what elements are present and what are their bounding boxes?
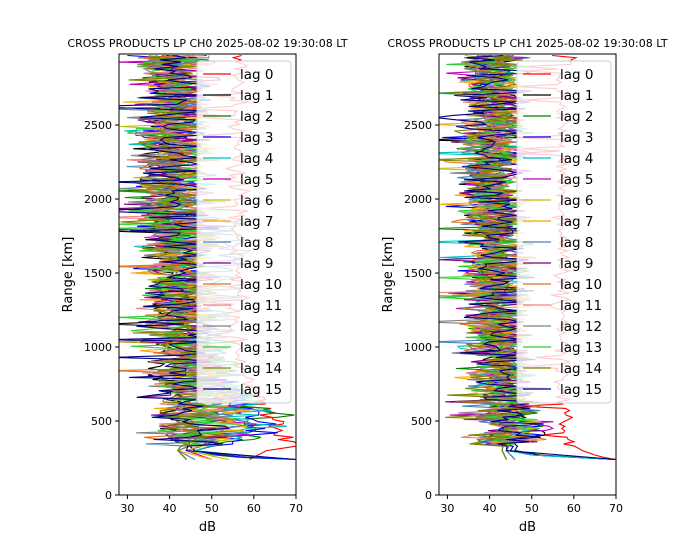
y-tick-label: 2000 [404,193,432,206]
legend-entry: lag 0 [240,67,273,83]
legend-entry: lag 4 [560,151,593,167]
legend-entry: lag 3 [560,130,593,146]
y-tick-label: 1000 [84,341,112,354]
y-tick-label: 2500 [84,119,112,132]
y-tick-label: 1500 [84,267,112,280]
legend-entry: lag 0 [560,67,593,83]
x-tick-label: 60 [567,502,581,515]
legend-entry: lag 14 [240,361,282,377]
plot-frame [438,53,617,496]
series-line-lag-14 [439,54,535,460]
legend: lag 0 lag 1 lag 2 lag 3 lag 4 lag 5 lag 6 lag 7… [196,60,292,404]
x-axis-label: dB [519,520,536,535]
series-line-lag-9 [119,54,228,460]
x-axis-label: dB [199,520,216,535]
x-tick-label: 30 [120,502,134,515]
legend-entry: lag 4 [240,151,273,167]
legend-entry: lag 1 [240,88,273,104]
legend: lag 0 lag 1 lag 2 lag 3 lag 4 lag 5 lag 6 lag 7… [516,60,612,404]
y-tick-label: 2000 [84,193,112,206]
legend-entry: lag 10 [240,277,282,293]
chart-panel-1: CROSS PRODUCTS LP CH1 2025-08-02 19:30:0… [381,37,668,535]
legend-entry: lag 2 [560,109,593,125]
legend-entry: lag 9 [560,256,593,272]
y-tick-label: 500 [411,415,432,428]
chart-panel-0: CROSS PRODUCTS LP CH0 2025-08-02 19:30:0… [61,37,348,535]
legend-entry: lag 6 [240,193,273,209]
chart-title: CROSS PRODUCTS LP CH0 2025-08-02 19:30:0… [67,37,347,50]
x-tick-label: 40 [163,502,177,515]
y-axis-label: Range [km] [381,237,396,313]
y-axis-label: Range [km] [61,237,76,313]
legend-entry: lag 8 [240,235,273,251]
legend-entry: lag 12 [240,319,282,335]
legend-entry: lag 3 [240,130,273,146]
y-tick-label: 0 [105,489,112,502]
x-tick-label: 50 [205,502,219,515]
y-tick-label: 1000 [404,341,432,354]
legend-entry: lag 5 [240,172,273,188]
x-tick-label: 40 [483,502,497,515]
legend-entry: lag 5 [560,172,593,188]
x-tick-label: 50 [525,502,539,515]
legend-entry: lag 6 [560,193,593,209]
plot-frame [118,53,297,496]
legend-entry: lag 9 [240,256,273,272]
legend-entry: lag 7 [240,214,273,230]
series-line-lag-15 [439,54,616,461]
series-line-lag-13 [439,55,538,460]
y-tick-label: 500 [91,415,112,428]
legend-entry: lag 11 [560,298,602,314]
legend-box [196,60,292,404]
y-tick-label: 0 [425,489,432,502]
legend-entry: lag 15 [560,382,602,398]
legend-entry: lag 10 [560,277,602,293]
x-tick-label: 70 [609,502,623,515]
x-tick-label: 30 [440,502,454,515]
legend-entry: lag 12 [560,319,602,335]
legend-entry: lag 1 [560,88,593,104]
legend-entry: lag 8 [560,235,593,251]
legend-entry: lag 14 [560,361,602,377]
legend-entry: lag 7 [560,214,593,230]
legend-box [516,60,612,404]
legend-entry: lag 13 [240,340,282,356]
series-line-lag-15 [119,54,296,461]
x-tick-label: 70 [289,502,303,515]
x-tick-label: 60 [247,502,261,515]
legend-entry: lag 2 [240,109,273,125]
legend-entry: lag 13 [560,340,602,356]
y-tick-label: 1500 [404,267,432,280]
y-tick-label: 2500 [404,119,432,132]
legend-entry: lag 11 [240,298,282,314]
legend-entry: lag 15 [240,382,282,398]
chart-title: CROSS PRODUCTS LP CH1 2025-08-02 19:30:0… [387,37,667,50]
